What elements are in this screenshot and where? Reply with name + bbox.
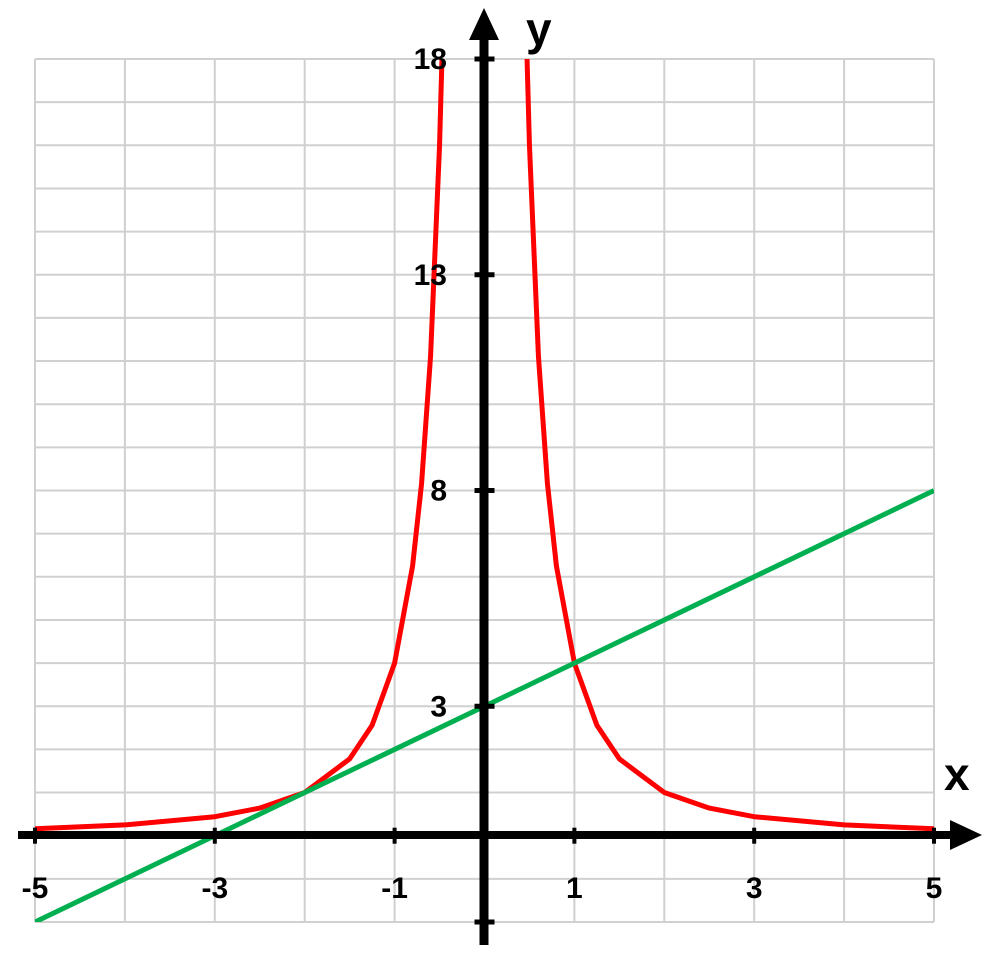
y-tick-label: 18 <box>414 43 447 76</box>
y-tick-label: 8 <box>430 475 447 508</box>
x-tick-label: 1 <box>566 872 583 905</box>
x-axis-arrow <box>950 820 982 850</box>
x-axis-label: x <box>944 748 970 800</box>
series-line-red-branch-left <box>35 59 445 832</box>
y-axis-label: y <box>526 3 552 55</box>
y-tick-label: 13 <box>414 259 447 292</box>
series-line-red-branch-right <box>524 59 934 832</box>
axes <box>18 8 982 945</box>
x-tick-label: -1 <box>381 872 408 905</box>
y-tick-label: 3 <box>430 690 447 723</box>
x-tick-label: 3 <box>746 872 763 905</box>
x-tick-label: -3 <box>201 872 228 905</box>
x-tick-label: -5 <box>22 872 49 905</box>
y-axis-arrow <box>469 8 499 40</box>
x-tick-label: 5 <box>926 872 943 905</box>
